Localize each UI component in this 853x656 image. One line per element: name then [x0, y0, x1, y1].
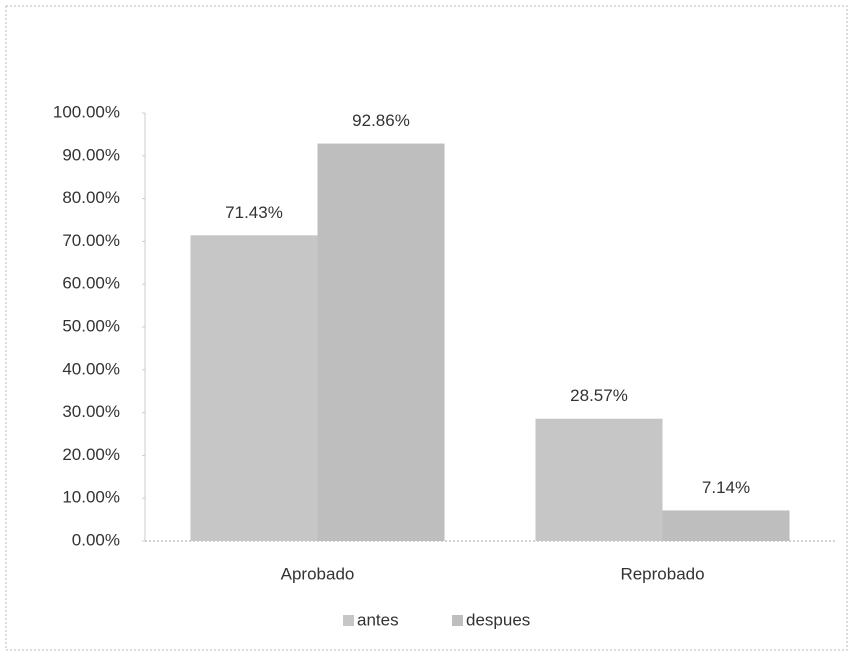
- y-tick-label: 90.00%: [62, 145, 120, 164]
- legend-label: despues: [466, 610, 530, 629]
- y-tick-label: 70.00%: [62, 231, 120, 250]
- y-tick-label: 10.00%: [62, 488, 120, 507]
- chart-border: [5, 5, 848, 651]
- x-tick-label: Reprobado: [620, 564, 704, 583]
- x-tick-label: Aprobado: [281, 564, 355, 583]
- value-label: 92.86%: [352, 111, 410, 130]
- y-tick-label: 50.00%: [62, 316, 120, 335]
- bar: [535, 418, 663, 541]
- bar: [662, 510, 790, 541]
- y-tick-label: 40.00%: [62, 359, 120, 378]
- y-tick-label: 60.00%: [62, 274, 120, 293]
- bar: [190, 235, 318, 541]
- legend-swatch: [452, 615, 463, 626]
- legend-label: antes: [357, 610, 399, 629]
- y-tick-label: 30.00%: [62, 402, 120, 421]
- value-label: 7.14%: [702, 478, 750, 497]
- y-tick-label: 20.00%: [62, 445, 120, 464]
- legend-swatch: [343, 615, 354, 626]
- y-tick-label: 100.00%: [53, 102, 120, 121]
- value-label: 71.43%: [225, 203, 283, 222]
- y-tick-label: 80.00%: [62, 188, 120, 207]
- value-label: 28.57%: [570, 386, 628, 405]
- y-tick-label: 0.00%: [72, 530, 120, 549]
- bar: [317, 143, 445, 541]
